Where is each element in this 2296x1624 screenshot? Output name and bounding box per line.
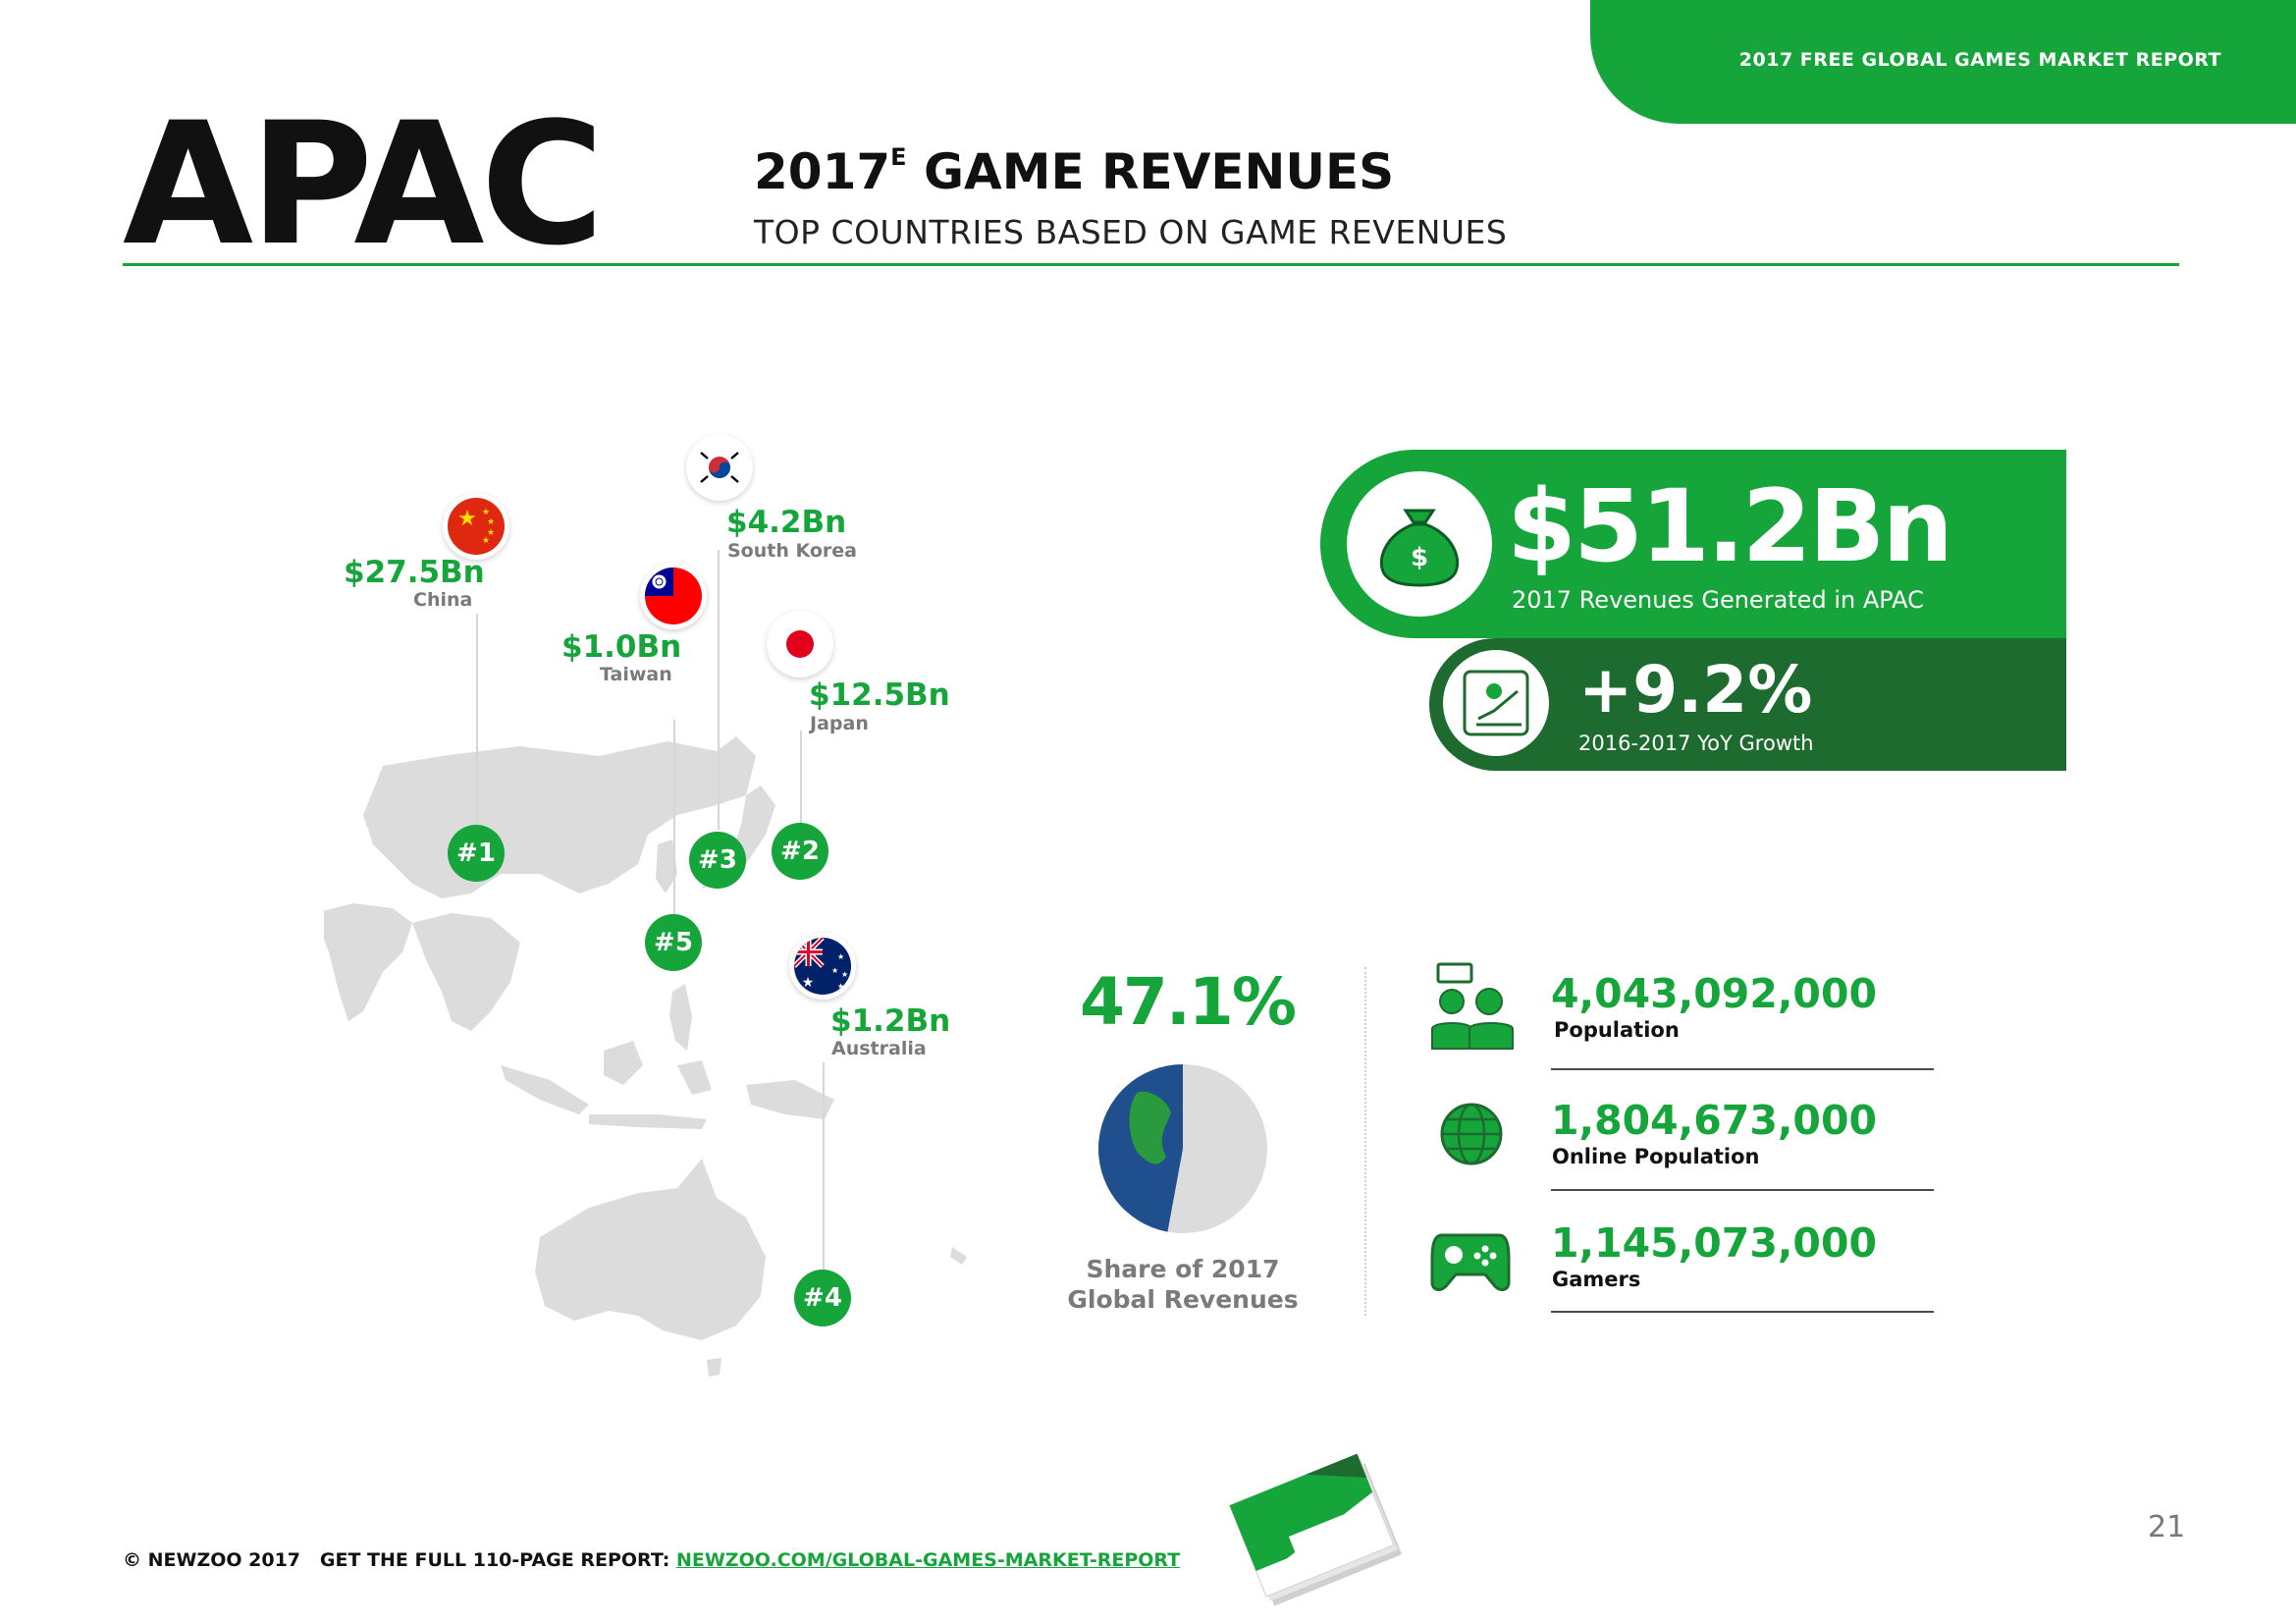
section-divider [1364,967,1366,1316]
apac-revenue-value: $51.2Bn [1507,468,1953,585]
growth-label: 2016-2017 YoY Growth [1578,731,1814,755]
svg-text:★: ★ [487,528,495,538]
share-value: 47.1% [1080,964,1297,1040]
svg-text:★: ★ [837,952,844,961]
svg-text:★: ★ [482,508,490,517]
australia-label: Australia [831,1038,927,1059]
page-subheadline: TOP COUNTRIES BASED ON GAME REVENUES [754,213,1508,251]
online-population-value: 1,804,673,000 [1551,1097,1878,1144]
stat-divider [1551,1189,1934,1191]
taiwan-flag-icon [645,568,702,624]
japan-pin-line [800,731,802,829]
growth-value: +9.2% [1578,652,1813,728]
korea-pin-line [718,550,720,830]
rank-badge-south-korea: #3 [689,832,746,889]
population-label: Population [1554,1018,1680,1042]
svg-text:★: ★ [837,982,844,991]
australia-flag-icon: ★ ★ ★ ★ ★ [794,938,851,995]
money-bag-badge: $ [1347,471,1492,617]
japan-revenue: $12.5Bn [809,677,950,713]
rank-badge-china: #1 [448,825,505,882]
apac-revenue-label: 2017 Revenues Generated in APAC [1512,586,1924,614]
japan-label: Japan [810,713,869,734]
people-icon [1431,962,1514,1050]
gamepad-icon [1430,1233,1511,1291]
taiwan-revenue: $1.0Bn [561,629,682,665]
region-title: APAC [123,85,605,283]
china-revenue: $27.5Bn [344,555,485,590]
money-bag-icon: $ [1379,509,1460,587]
footer: © NEWZOO 2017 GET THE FULL 110-PAGE REPO… [123,1549,1180,1571]
report-cover-image [1228,1453,1403,1606]
taiwan-pin-line [673,720,675,916]
stat-divider [1551,1068,1934,1070]
share-label: Share of 2017 Global Revenues [1067,1255,1299,1314]
australia-revenue: $1.2Bn [830,1003,951,1039]
china-flag-icon: ★ ★ ★ ★ ★ [448,498,505,555]
growth-chart-icon [1463,670,1529,736]
stat-divider [1551,1311,1934,1313]
header-divider [123,263,2179,266]
svg-text:$: $ [1411,543,1428,572]
globe-landmass [1129,1091,1171,1164]
gamers-label: Gamers [1552,1268,1641,1291]
svg-text:★: ★ [482,536,490,546]
svg-text:★: ★ [487,517,495,527]
gamers-value: 1,145,073,000 [1551,1219,1878,1267]
svg-text:★: ★ [831,966,838,975]
japan-flag-icon [772,616,828,673]
population-value: 4,043,092,000 [1551,970,1878,1017]
footer-cta: GET THE FULL 110-PAGE REPORT: [319,1549,670,1571]
rank-badge-australia: #4 [794,1270,851,1326]
china-label: China [413,589,473,611]
globe-icon [1440,1103,1503,1165]
svg-text:★: ★ [802,975,815,991]
south-korea-revenue: $4.2Bn [726,505,847,540]
rank-badge-taiwan: #5 [645,914,702,971]
report-link[interactable]: NEWZOO.COM/GLOBAL-GAMES-MARKET-REPORT [675,1549,1181,1571]
page-headline: 2017E GAME REVENUES [754,143,1395,200]
china-pin-line [476,614,478,839]
south-korea-flag-icon [691,439,748,496]
online-population-label: Online Population [1552,1145,1760,1168]
rank-badge-japan: #2 [772,823,828,880]
svg-text:★: ★ [841,970,848,979]
australia-pin-line [823,1062,825,1276]
copyright: © NEWZOO 2017 [123,1549,301,1571]
share-pie-chart [1098,1064,1267,1233]
growth-badge [1443,650,1549,756]
report-title: 2017 FREE GLOBAL GAMES MARKET REPORT [1738,49,2221,71]
apac-map [324,736,967,1377]
page-number: 21 [2148,1510,2186,1544]
header-tab: 2017 FREE GLOBAL GAMES MARKET REPORT [1590,0,2296,124]
taiwan-label: Taiwan [600,664,672,685]
svg-text:★: ★ [457,507,477,531]
south-korea-label: South Korea [727,540,858,562]
